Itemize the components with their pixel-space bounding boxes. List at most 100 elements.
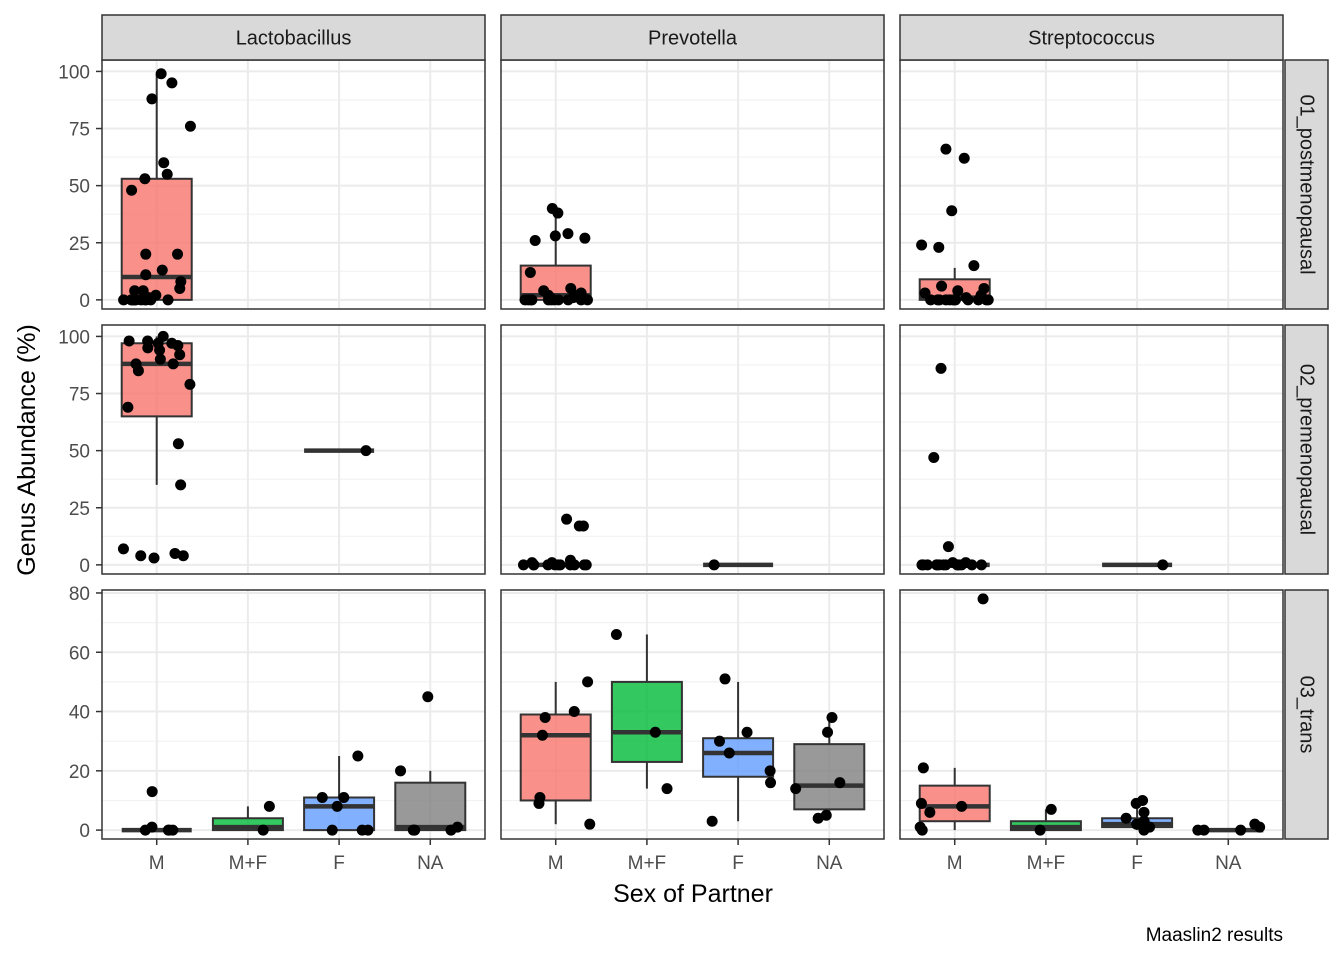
- data-point: [708, 559, 720, 571]
- axes-layer: 0 25 50 75 100 0 25 50 75 100 0 20 40 60 80 M M+F F NA M M+F…: [58, 62, 1242, 874]
- x-tick-label-m: M: [947, 853, 963, 874]
- data-point: [409, 824, 421, 836]
- data-point: [154, 353, 166, 365]
- x-tick-label-na: NA: [417, 853, 444, 874]
- data-point: [958, 152, 970, 164]
- data-point: [137, 285, 149, 297]
- data-point: [928, 451, 940, 463]
- strip-streptococcus: [899, 14, 1284, 61]
- data-point: [719, 673, 731, 685]
- box-group-m: [914, 593, 991, 836]
- data-point: [169, 547, 181, 559]
- x-tick-label-f: F: [1131, 853, 1143, 874]
- y-axis-title: Genus Abundance (%): [13, 324, 41, 576]
- data-point: [977, 593, 989, 605]
- data-point: [723, 747, 735, 759]
- data-point: [157, 330, 169, 342]
- data-point: [916, 239, 928, 251]
- data-point: [146, 821, 158, 833]
- data-point: [1034, 824, 1046, 836]
- panel-prevotella-01-postmenopausal: [500, 59, 885, 310]
- data-point: [395, 765, 407, 777]
- data-point: [331, 800, 343, 812]
- data-point: [741, 726, 753, 738]
- y-tick-label: 0: [79, 821, 90, 842]
- x-tick-label-m: M: [548, 853, 564, 874]
- panel-streptococcus-03-trans: [899, 589, 1284, 840]
- data-point: [524, 266, 536, 278]
- box-iqr: [211, 817, 284, 832]
- data-point: [933, 294, 945, 306]
- box-group-f: [303, 750, 376, 836]
- y-tick-label: 50: [69, 442, 90, 463]
- data-point: [577, 520, 589, 532]
- strip-prevotella: [500, 14, 885, 61]
- y-tick-label: 80: [69, 584, 90, 605]
- data-point: [122, 401, 134, 413]
- data-point: [1137, 794, 1149, 806]
- data-point: [946, 205, 958, 217]
- panel-border: [899, 324, 1284, 575]
- box-group-m-f: [1009, 803, 1082, 836]
- data-point: [649, 726, 661, 738]
- data-point: [661, 783, 673, 795]
- data-point: [166, 337, 178, 349]
- data-point: [263, 800, 275, 812]
- y-tick-label: 60: [69, 643, 90, 664]
- strip-label-01-postmenopausal: 01_postmenopausal: [1296, 94, 1318, 274]
- panel-streptococcus-01-postmenopausal: [899, 59, 1284, 310]
- panel-lactobacillus-02-premenopausal: [101, 324, 486, 575]
- data-point: [947, 557, 959, 569]
- data-point: [575, 287, 587, 299]
- data-point: [952, 285, 964, 297]
- data-point: [1138, 815, 1150, 827]
- data-point: [960, 557, 972, 569]
- strip-label-prevotella: Prevotella: [648, 28, 738, 50]
- data-point: [940, 143, 952, 155]
- data-point: [565, 282, 577, 294]
- x-tick-label-m-f: M+F: [628, 853, 667, 874]
- data-point: [140, 269, 152, 281]
- y-tick-label: 50: [69, 177, 90, 198]
- data-point: [562, 228, 574, 240]
- data-point: [924, 806, 936, 818]
- data-point: [118, 294, 130, 306]
- data-point: [935, 362, 947, 374]
- box-group-f: [703, 559, 774, 571]
- box-iqr: [610, 680, 683, 763]
- strip-03-trans: [1284, 589, 1329, 840]
- chart-caption: Maaslin2 results: [1146, 925, 1283, 946]
- y-tick-label: 100: [58, 327, 90, 348]
- panel-lactobacillus-03-trans: [101, 589, 486, 840]
- y-tick-label: 75: [69, 385, 90, 406]
- box-iqr: [519, 713, 592, 802]
- data-point: [126, 184, 138, 196]
- data-point: [338, 792, 350, 803]
- data-point: [135, 550, 147, 562]
- data-point: [422, 691, 434, 703]
- data-point: [352, 750, 364, 762]
- data-point: [538, 285, 550, 297]
- data-point: [561, 513, 573, 525]
- data-point: [184, 120, 196, 132]
- data-point: [568, 706, 580, 718]
- y-tick-label: 40: [69, 703, 90, 724]
- data-point: [582, 676, 594, 688]
- box-group-m-f: [610, 628, 683, 795]
- data-point: [968, 260, 980, 272]
- data-point: [947, 294, 959, 306]
- box-iqr: [702, 737, 775, 778]
- data-point: [148, 552, 160, 564]
- panel-prevotella-03-trans: [500, 589, 885, 840]
- y-tick-label: 100: [58, 62, 90, 83]
- data-point: [146, 786, 158, 798]
- x-tick-label-m-f: M+F: [229, 853, 268, 874]
- data-point: [933, 241, 945, 253]
- data-point: [155, 68, 167, 80]
- data-point: [117, 543, 129, 555]
- data-point: [174, 349, 186, 361]
- data-point: [938, 559, 950, 571]
- panel-background: [900, 60, 1283, 309]
- strip-label-streptococcus: Streptococcus: [1028, 28, 1155, 50]
- data-point: [1138, 806, 1150, 818]
